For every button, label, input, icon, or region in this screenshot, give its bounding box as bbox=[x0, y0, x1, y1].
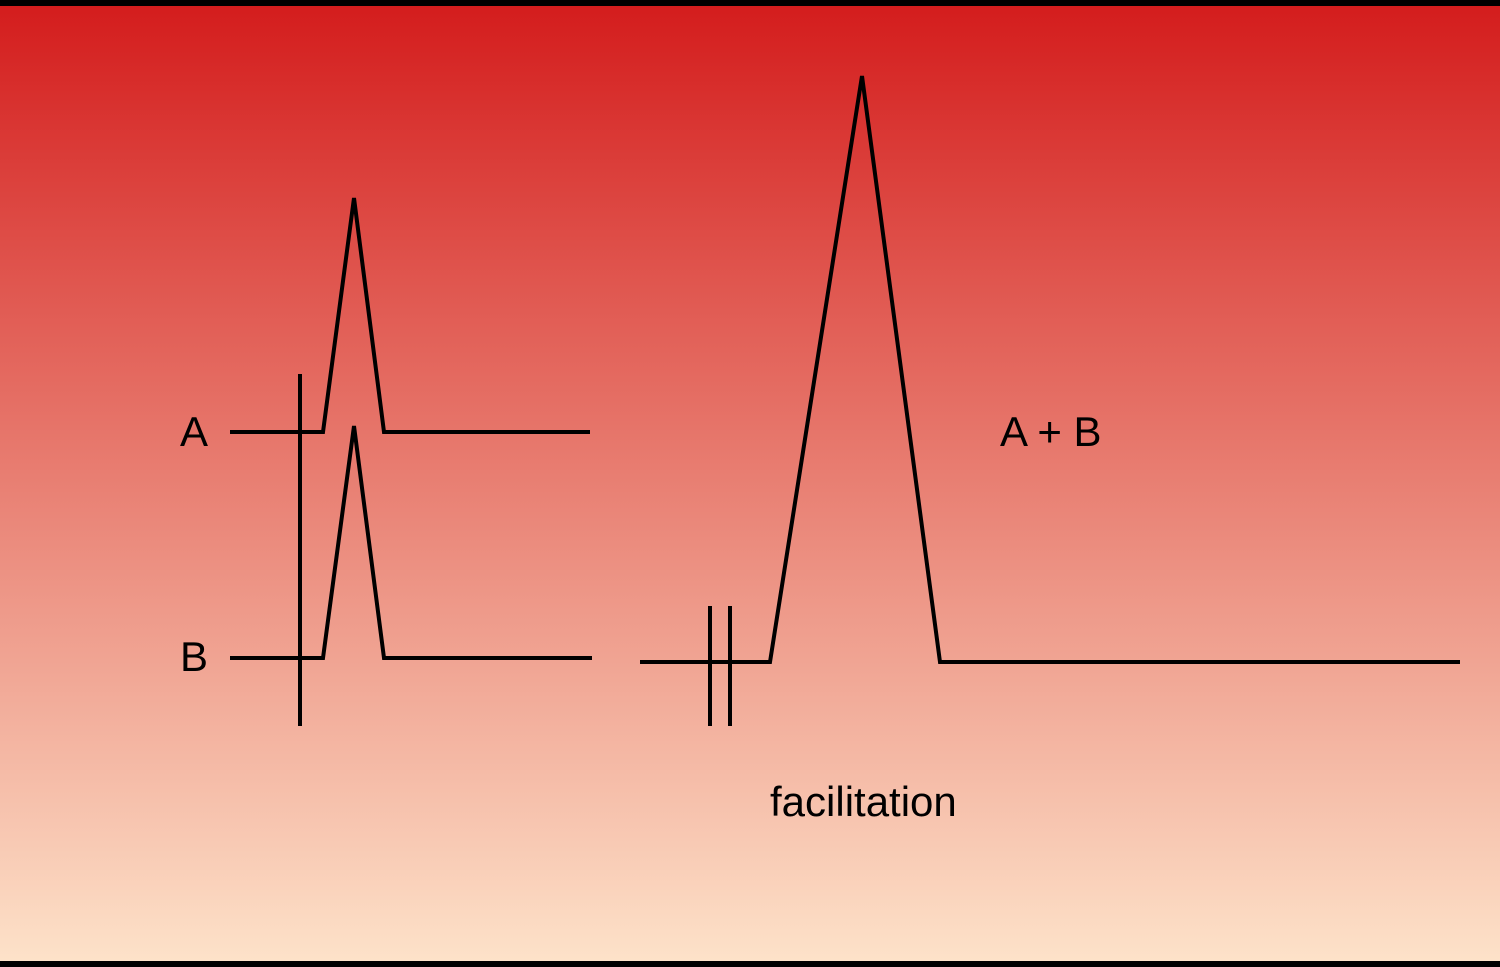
facilitation-diagram: A B A + B facilitation bbox=[0, 6, 1500, 961]
label-a-plus-b: A + B bbox=[1000, 408, 1102, 455]
label-b: B bbox=[180, 633, 208, 680]
background bbox=[0, 6, 1500, 961]
diagram-frame: A B A + B facilitation bbox=[0, 0, 1500, 967]
label-facilitation: facilitation bbox=[770, 778, 957, 825]
label-a: A bbox=[180, 408, 208, 455]
